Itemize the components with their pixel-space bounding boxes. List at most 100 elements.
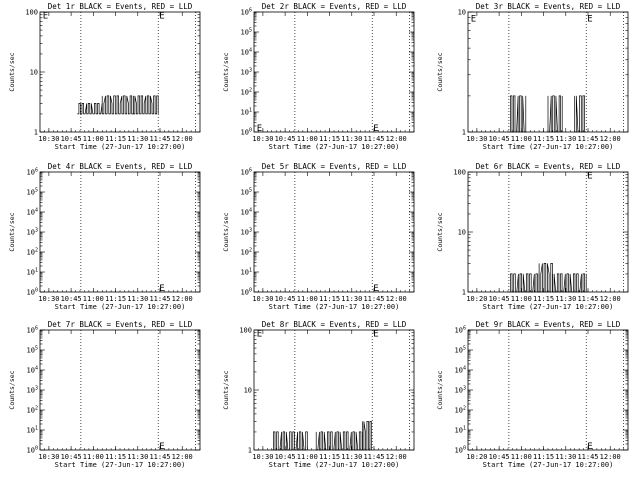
x-tick-label: 10:30 bbox=[38, 135, 59, 143]
x-tick-label: 10:45 bbox=[61, 453, 82, 461]
y-axis-label: Counts/sec bbox=[436, 52, 444, 91]
x-tick-label: 11:45 bbox=[149, 135, 170, 143]
panel-8: Det 8r BLACK = Events, RED = LLD 1 10 100 10… bbox=[222, 320, 415, 469]
y-axis-label: Counts/sec bbox=[8, 212, 16, 251]
panel-title: Det 1r BLACK = Events, RED = LLD bbox=[48, 2, 193, 11]
x-tick-label: 10:45 bbox=[275, 135, 296, 143]
event-marker: E bbox=[587, 172, 592, 182]
x-tick-label: 11:45 bbox=[363, 453, 384, 461]
y-tick-label: 104 bbox=[27, 208, 38, 217]
y-tick-label: 101 bbox=[241, 268, 252, 277]
events-series-segment bbox=[574, 95, 587, 133]
x-tick-label: 10:45 bbox=[489, 135, 510, 143]
y-tick-label: 102 bbox=[27, 406, 38, 415]
y-tick-label: 102 bbox=[241, 248, 252, 257]
y-tick-label: 102 bbox=[455, 406, 466, 415]
y-tick-label: 10 bbox=[458, 229, 466, 237]
panel-7: Det 7r BLACK = Events, RED = LLD 100 101 10… bbox=[8, 320, 201, 469]
y-tick-label: 10 bbox=[30, 69, 38, 77]
x-axis-label: Start Time (27-Jun-17 10:27:00) bbox=[55, 461, 186, 469]
y-tick-label: 103 bbox=[241, 228, 252, 237]
x-axis-label: Start Time (27-Jun-17 10:27:00) bbox=[269, 461, 400, 469]
x-tick-label: 11:15 bbox=[319, 295, 340, 303]
y-axis-label: Counts/sec bbox=[8, 370, 16, 409]
x-tick-label: 11:15 bbox=[105, 295, 126, 303]
x-tick-label: 11:00 bbox=[83, 135, 104, 143]
panel-title: Det 2r BLACK = Events, RED = LLD bbox=[262, 2, 407, 11]
y-tick-label: 105 bbox=[241, 188, 252, 197]
y-tick-label: 100 bbox=[241, 288, 252, 297]
x-tick-label: 11:15 bbox=[105, 453, 126, 461]
x-tick-label: 12:00 bbox=[386, 295, 407, 303]
x-tick-label: 11:15 bbox=[319, 453, 340, 461]
event-marker: E bbox=[373, 284, 378, 294]
axes-frame bbox=[253, 11, 415, 133]
x-tick-label: 10:45 bbox=[61, 295, 82, 303]
x-tick-label: 12:00 bbox=[600, 453, 621, 461]
y-axis-label: Counts/sec bbox=[222, 370, 230, 409]
events-series-segment bbox=[315, 431, 363, 451]
y-axis-label: Counts/sec bbox=[436, 212, 444, 251]
panel-6: Det 6r BLACK = Events, RED = LLD 1 10 100 10… bbox=[436, 162, 629, 311]
x-tick-label: 11:30 bbox=[555, 295, 576, 303]
event-marker: E bbox=[257, 124, 262, 134]
panel-5: Det 5r BLACK = Events, RED = LLD 100 101 10… bbox=[222, 162, 415, 311]
x-tick-label: 11:45 bbox=[577, 295, 598, 303]
panel-1: Det 1r BLACK = Events, RED = LLD 1 10 100 10… bbox=[8, 2, 201, 151]
event-marker: E bbox=[159, 12, 164, 22]
y-tick-label: 103 bbox=[241, 68, 252, 77]
y-tick-label: 103 bbox=[455, 386, 466, 395]
x-tick-label: 10:45 bbox=[489, 453, 510, 461]
x-tick-label: 12:00 bbox=[172, 135, 193, 143]
x-tick-label: 11:30 bbox=[127, 135, 148, 143]
y-tick-label: 1 bbox=[462, 289, 466, 297]
y-tick-label: 106 bbox=[27, 168, 38, 177]
event-marker: E bbox=[159, 442, 164, 452]
x-tick-label: 10:45 bbox=[275, 453, 296, 461]
panel-title: Det 7r BLACK = Events, RED = LLD bbox=[48, 320, 193, 329]
y-tick-label: 100 bbox=[453, 169, 466, 177]
x-tick-label: 12:00 bbox=[386, 453, 407, 461]
y-axis-label: Counts/sec bbox=[8, 52, 16, 91]
x-tick-label: 11:30 bbox=[127, 453, 148, 461]
axes-frame bbox=[467, 171, 629, 293]
x-axis-label: Start Time (27-Jun-17 10:27:00) bbox=[483, 461, 614, 469]
y-axis-label: Counts/sec bbox=[436, 370, 444, 409]
y-tick-label: 1 bbox=[462, 129, 466, 137]
x-tick-label: 12:00 bbox=[600, 135, 621, 143]
x-tick-label: 11:45 bbox=[363, 135, 384, 143]
y-tick-label: 10 bbox=[458, 9, 466, 17]
x-tick-label: 11:15 bbox=[105, 135, 126, 143]
x-axis-label: Start Time (27-Jun-17 10:27:00) bbox=[269, 143, 400, 151]
panel-2: Det 2r BLACK = Events, RED = LLD 100 101 10… bbox=[222, 2, 415, 151]
events-series-segment bbox=[132, 95, 159, 115]
y-tick-label: 10 bbox=[244, 387, 252, 395]
x-tick-label: 11:15 bbox=[319, 135, 340, 143]
event-marker: E bbox=[159, 284, 164, 294]
x-tick-label: 11:00 bbox=[83, 295, 104, 303]
x-tick-label: 11:30 bbox=[341, 453, 362, 461]
events-series-segment bbox=[538, 263, 553, 293]
y-tick-label: 104 bbox=[241, 208, 252, 217]
events-series-segment bbox=[271, 431, 308, 451]
y-tick-label: 101 bbox=[455, 426, 466, 435]
x-tick-label: 11:45 bbox=[149, 295, 170, 303]
y-tick-label: 105 bbox=[27, 188, 38, 197]
x-tick-label: 11:30 bbox=[341, 295, 362, 303]
x-tick-label: 10:30 bbox=[38, 453, 59, 461]
event-marker: E bbox=[373, 124, 378, 134]
x-tick-label: 11:00 bbox=[83, 453, 104, 461]
y-axis-label: Counts/sec bbox=[222, 212, 230, 251]
x-tick-label: 12:00 bbox=[172, 453, 193, 461]
events-series-segment bbox=[508, 273, 540, 293]
y-tick-label: 101 bbox=[27, 268, 38, 277]
axes-frame bbox=[467, 329, 629, 451]
y-tick-label: 100 bbox=[239, 327, 252, 335]
x-tick-label: 11:00 bbox=[297, 135, 318, 143]
x-tick-label: 11:30 bbox=[127, 295, 148, 303]
x-tick-label: 11:30 bbox=[555, 135, 576, 143]
x-tick-label: 11:15 bbox=[533, 453, 554, 461]
y-tick-label: 105 bbox=[455, 346, 466, 355]
y-tick-label: 103 bbox=[27, 228, 38, 237]
